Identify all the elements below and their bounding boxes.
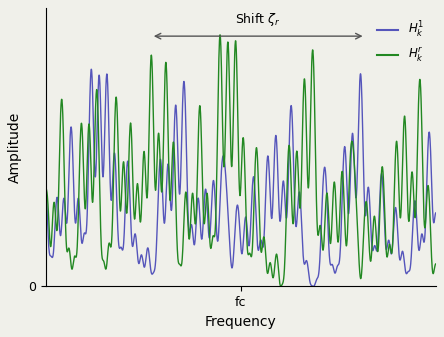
- $H_k^1$: [233, 220, 238, 224]
- $H_k^1$: [43, 186, 48, 190]
- $H_k^1$: [222, 166, 228, 170]
- Text: Shift $\zeta_r$: Shift $\zeta_r$: [235, 11, 281, 28]
- $H_k^r$: [233, 39, 238, 43]
- $H_k^r$: [43, 186, 48, 190]
- $H_k^1$: [422, 236, 428, 240]
- $H_k^r$: [350, 145, 356, 149]
- Line: $H_k^1$: $H_k^1$: [46, 69, 436, 286]
- $H_k^r$: [422, 226, 428, 230]
- $H_k^1$: [63, 212, 68, 216]
- $H_k^1$: [89, 67, 94, 71]
- $H_k^r$: [63, 222, 68, 226]
- X-axis label: Frequency: Frequency: [205, 315, 277, 329]
- $H_k^r$: [433, 262, 438, 266]
- $H_k^r$: [218, 33, 223, 37]
- $H_k^r$: [422, 225, 427, 229]
- $H_k^1$: [311, 284, 316, 288]
- Y-axis label: Amplitude: Amplitude: [8, 112, 22, 183]
- $H_k^1$: [422, 238, 427, 242]
- $H_k^r$: [278, 284, 283, 288]
- $H_k^r$: [222, 140, 228, 144]
- $H_k^1$: [350, 135, 356, 140]
- Legend: $H_k^1$, $H_k^r$: $H_k^1$, $H_k^r$: [371, 14, 430, 70]
- Line: $H_k^r$: $H_k^r$: [46, 35, 436, 286]
- $H_k^1$: [433, 211, 438, 215]
